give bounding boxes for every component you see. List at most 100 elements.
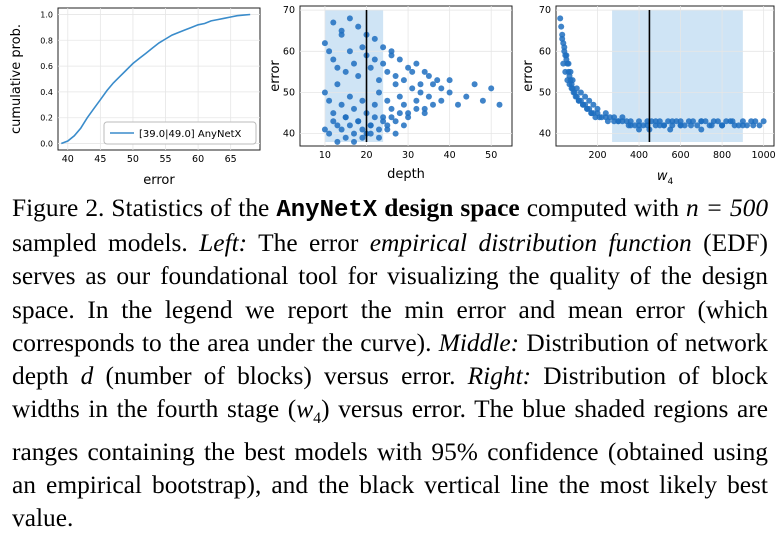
depth-point bbox=[371, 114, 378, 121]
w4-point bbox=[677, 118, 684, 125]
w4-x-tick-label: 1000 bbox=[752, 150, 776, 161]
depth-point bbox=[430, 81, 436, 88]
w4-point bbox=[694, 122, 701, 129]
depth-point bbox=[351, 60, 357, 67]
w4-point bbox=[756, 122, 763, 129]
w4-point bbox=[667, 126, 674, 133]
w4-point bbox=[714, 118, 721, 125]
edf-curve bbox=[61, 13, 251, 145]
depth-point bbox=[438, 85, 445, 92]
w4-x-tick-label: 600 bbox=[672, 150, 690, 161]
caption-text-8: ) versus error. The blue shaded regions … bbox=[12, 395, 768, 532]
w4-point bbox=[698, 126, 705, 133]
w4-point bbox=[592, 114, 599, 121]
w4-point bbox=[572, 93, 579, 100]
w4-point bbox=[560, 60, 567, 67]
depth-point bbox=[388, 52, 395, 59]
w4-x-tick-label: 800 bbox=[713, 150, 731, 161]
w4-point bbox=[698, 118, 705, 125]
depth-point bbox=[351, 138, 357, 145]
edf-series-line bbox=[61, 13, 251, 145]
caption-n-equals: n = 500 bbox=[686, 194, 769, 222]
w4-point bbox=[739, 122, 746, 129]
depth-point bbox=[392, 81, 399, 88]
depth-point bbox=[330, 19, 337, 26]
edf-y-tick-label: 1.0 bbox=[40, 10, 53, 19]
depth-point bbox=[367, 64, 374, 71]
depth-point bbox=[338, 101, 345, 108]
w4-point bbox=[735, 122, 742, 129]
depth-point bbox=[405, 64, 412, 71]
w4-point bbox=[661, 122, 667, 129]
w4-point bbox=[563, 52, 570, 59]
depth-point bbox=[388, 48, 395, 55]
depth-point bbox=[342, 114, 349, 121]
w4-point bbox=[580, 101, 586, 108]
figure-caption: Figure 2. Statistics of the AnyNetX desi… bbox=[12, 192, 768, 535]
w4-scatter-chart: 200 400 600 800 1000 40 50 60 70 w4 error bbox=[521, 5, 776, 187]
depth-point bbox=[330, 110, 337, 117]
w4-point bbox=[611, 114, 618, 121]
caption-text-6: (number of blocks) versus error. bbox=[93, 362, 468, 391]
edf-x-ticks: 40 45 50 55 60 65 bbox=[62, 154, 237, 165]
depth-point bbox=[413, 60, 420, 67]
depth-point bbox=[438, 97, 445, 104]
depth-point bbox=[380, 60, 387, 67]
depth-point bbox=[392, 130, 399, 137]
depth-point bbox=[326, 97, 333, 104]
depth-point bbox=[321, 126, 328, 133]
w4-point bbox=[584, 105, 591, 112]
w4-point bbox=[681, 122, 688, 129]
w4-point bbox=[625, 122, 632, 129]
depth-y-ticks: 40 50 60 70 bbox=[283, 5, 295, 140]
depth-point bbox=[346, 122, 353, 129]
depth-point bbox=[446, 77, 453, 84]
edf-y-axis-label: cumulative prob. bbox=[9, 24, 24, 134]
w4-point bbox=[636, 126, 642, 133]
depth-point bbox=[396, 56, 403, 63]
depth-point bbox=[330, 118, 337, 125]
w4-point bbox=[708, 122, 715, 129]
w4-y-axis-label: error bbox=[521, 60, 536, 92]
depth-point bbox=[326, 130, 333, 137]
w4-point bbox=[586, 97, 593, 104]
caption-edf-italic: empirical distribution function bbox=[369, 229, 692, 258]
caption-left: Left: bbox=[199, 229, 248, 258]
depth-point bbox=[446, 89, 453, 96]
depth-point bbox=[342, 134, 349, 141]
depth-point bbox=[355, 73, 362, 79]
edf-x-tick-label: 65 bbox=[225, 154, 237, 165]
depth-point bbox=[346, 15, 353, 22]
depth-point bbox=[321, 40, 328, 47]
depth-point bbox=[417, 89, 424, 96]
depth-point bbox=[334, 122, 341, 129]
depth-point bbox=[405, 110, 412, 117]
depth-y-tick-label: 70 bbox=[283, 5, 295, 16]
w4-y-tick-label: 40 bbox=[539, 129, 551, 140]
w4-point bbox=[729, 118, 736, 125]
w4-point bbox=[557, 15, 564, 22]
depth-point bbox=[371, 101, 378, 108]
depth-point bbox=[376, 134, 382, 141]
caption-anynetx: AnyNetX bbox=[276, 197, 378, 224]
edf-y-ticks: 0.0 0.2 0.4 0.6 0.8 1.0 bbox=[40, 10, 53, 148]
caption-text-2: sampled models. bbox=[12, 229, 200, 258]
depth-point bbox=[338, 31, 345, 38]
depth-point bbox=[351, 105, 357, 112]
depth-point bbox=[413, 105, 420, 112]
w4-point bbox=[596, 114, 603, 121]
depth-x-tick-label: 50 bbox=[485, 150, 497, 161]
w4-point bbox=[640, 122, 647, 129]
depth-point bbox=[388, 105, 395, 112]
caption-label: Figure 2. Statistics of the bbox=[12, 194, 277, 222]
depth-point bbox=[359, 134, 366, 141]
caption-text-3: The error bbox=[247, 229, 370, 258]
w4-x-axis-label-sub: 4 bbox=[667, 177, 673, 187]
depth-point bbox=[405, 114, 412, 121]
depth-point bbox=[321, 89, 328, 96]
depth-point bbox=[334, 81, 341, 88]
depth-point bbox=[326, 48, 333, 55]
depth-point bbox=[421, 110, 428, 117]
w4-point bbox=[575, 97, 582, 104]
w4-point bbox=[582, 93, 589, 100]
